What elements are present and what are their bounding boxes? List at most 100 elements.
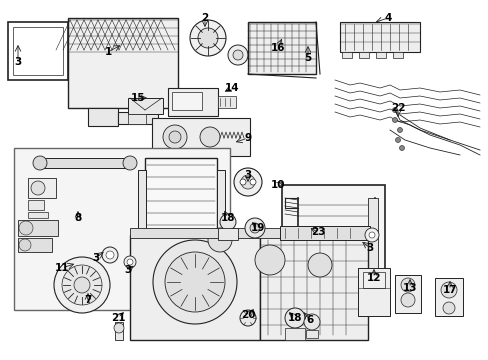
Bar — [128, 98, 163, 114]
Ellipse shape — [227, 45, 247, 65]
Ellipse shape — [220, 214, 236, 230]
Bar — [88, 108, 118, 126]
Ellipse shape — [397, 127, 402, 132]
Bar — [115, 322, 123, 340]
Bar — [128, 114, 146, 124]
Text: 5: 5 — [304, 53, 311, 63]
Ellipse shape — [395, 138, 400, 143]
Bar — [375, 52, 385, 58]
Bar — [28, 200, 44, 210]
Text: 8: 8 — [74, 213, 81, 223]
Bar — [357, 268, 389, 316]
Ellipse shape — [163, 125, 186, 149]
Bar — [247, 22, 315, 74]
Bar — [28, 212, 48, 218]
Text: 20: 20 — [240, 310, 255, 320]
Bar — [218, 96, 236, 108]
Bar — [285, 328, 305, 340]
Bar — [392, 52, 402, 58]
Bar — [130, 235, 260, 340]
Text: 6: 6 — [306, 315, 313, 325]
Bar — [68, 18, 178, 108]
Ellipse shape — [234, 168, 262, 196]
Text: 19: 19 — [250, 223, 264, 233]
Text: 17: 17 — [442, 285, 456, 295]
Bar — [152, 118, 249, 156]
Text: 4: 4 — [384, 13, 391, 23]
Bar — [8, 22, 68, 80]
Ellipse shape — [241, 175, 254, 189]
Bar — [40, 158, 130, 168]
Text: 3: 3 — [366, 243, 373, 253]
Ellipse shape — [123, 156, 137, 170]
Text: 3: 3 — [92, 253, 100, 263]
Ellipse shape — [307, 253, 331, 277]
Text: 9: 9 — [244, 133, 251, 143]
Text: 7: 7 — [84, 295, 92, 305]
Bar — [168, 88, 218, 116]
Ellipse shape — [19, 221, 33, 235]
Bar — [14, 148, 229, 310]
Bar — [13, 27, 63, 75]
Text: 3: 3 — [244, 170, 251, 180]
Text: 10: 10 — [270, 180, 285, 190]
Ellipse shape — [54, 257, 110, 313]
Ellipse shape — [164, 252, 224, 312]
Ellipse shape — [392, 108, 397, 113]
Bar — [434, 278, 462, 316]
Ellipse shape — [114, 323, 124, 333]
Ellipse shape — [244, 218, 264, 238]
Ellipse shape — [368, 232, 374, 238]
Ellipse shape — [392, 117, 397, 122]
Bar — [358, 52, 368, 58]
Bar — [280, 226, 369, 240]
Text: 11: 11 — [55, 263, 69, 273]
Bar — [18, 238, 52, 252]
Text: 3: 3 — [14, 57, 21, 67]
Ellipse shape — [240, 310, 256, 326]
Ellipse shape — [399, 145, 404, 150]
Bar — [217, 170, 224, 280]
Ellipse shape — [31, 181, 45, 195]
Ellipse shape — [74, 277, 90, 293]
Text: 16: 16 — [270, 43, 285, 53]
Ellipse shape — [33, 156, 47, 170]
Text: 21: 21 — [110, 313, 125, 323]
Text: 2: 2 — [201, 13, 208, 23]
Ellipse shape — [106, 251, 114, 259]
Text: 18: 18 — [287, 313, 302, 323]
Ellipse shape — [364, 228, 378, 242]
Ellipse shape — [169, 131, 181, 143]
Bar — [138, 170, 146, 280]
Ellipse shape — [127, 259, 133, 265]
Text: 3: 3 — [124, 265, 131, 275]
Ellipse shape — [207, 228, 231, 252]
Text: 13: 13 — [402, 283, 416, 293]
Bar — [339, 22, 419, 52]
Bar — [172, 92, 202, 110]
Text: 1: 1 — [104, 47, 111, 57]
Ellipse shape — [400, 293, 414, 307]
Bar — [362, 272, 384, 288]
Ellipse shape — [254, 245, 285, 275]
Ellipse shape — [440, 282, 456, 298]
Ellipse shape — [124, 256, 136, 268]
Bar — [130, 228, 367, 238]
Bar — [218, 228, 238, 240]
Text: 15: 15 — [130, 93, 145, 103]
Ellipse shape — [400, 278, 414, 292]
Bar — [28, 178, 56, 198]
Ellipse shape — [249, 223, 260, 233]
Bar — [341, 52, 351, 58]
Bar — [145, 158, 217, 296]
Ellipse shape — [232, 50, 243, 60]
Text: 23: 23 — [310, 227, 325, 237]
Text: 22: 22 — [390, 103, 405, 113]
Bar — [367, 198, 377, 295]
Ellipse shape — [19, 239, 31, 251]
Ellipse shape — [153, 240, 237, 324]
Ellipse shape — [198, 28, 218, 48]
Ellipse shape — [62, 265, 102, 305]
Bar — [305, 330, 317, 338]
Ellipse shape — [190, 20, 225, 56]
